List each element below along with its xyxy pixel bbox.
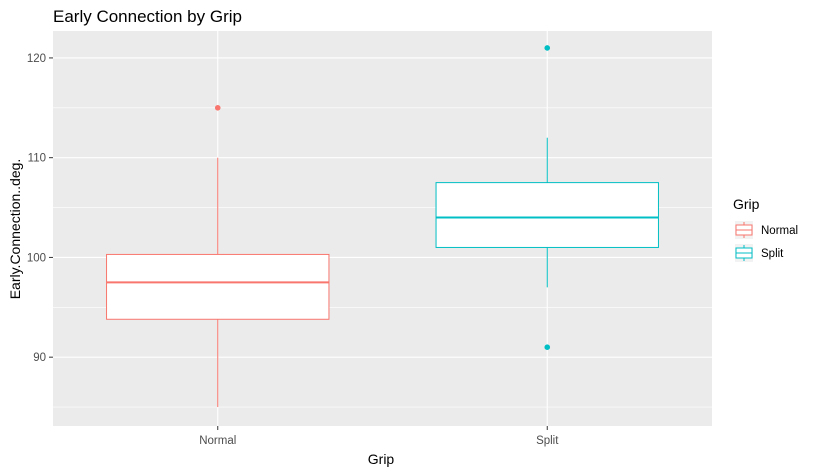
outlier-point — [214, 105, 221, 111]
legend-item-normal: Normal — [735, 221, 798, 239]
outlier-point — [544, 344, 551, 350]
x-axis-title: Grip — [368, 451, 395, 467]
x-axis: Normal Split — [199, 426, 559, 447]
box-iqr — [106, 253, 330, 320]
y-tick-label: 110 — [28, 153, 46, 165]
legend-label: Split — [761, 248, 784, 260]
outlier-point — [544, 45, 551, 51]
x-tick-label: Split — [536, 435, 559, 447]
y-axis-title: Early.Connection..deg. — [7, 159, 23, 300]
y-axis: 90 100 110 120 — [27, 53, 53, 364]
y-tick-label: 120 — [27, 53, 46, 65]
box-iqr — [435, 182, 659, 248]
box-split — [435, 45, 659, 350]
x-tick-label: Normal — [199, 435, 236, 447]
legend: Grip Normal Split — [733, 196, 798, 262]
legend-label: Normal — [761, 225, 798, 237]
chart-title: Early Connection by Grip — [53, 7, 242, 26]
legend-item-split: Split — [735, 244, 784, 262]
y-tick-label: 90 — [33, 352, 46, 364]
box-normal — [106, 105, 330, 408]
legend-title: Grip — [733, 196, 760, 212]
y-tick-label: 100 — [27, 252, 46, 264]
box-layer — [106, 45, 659, 408]
